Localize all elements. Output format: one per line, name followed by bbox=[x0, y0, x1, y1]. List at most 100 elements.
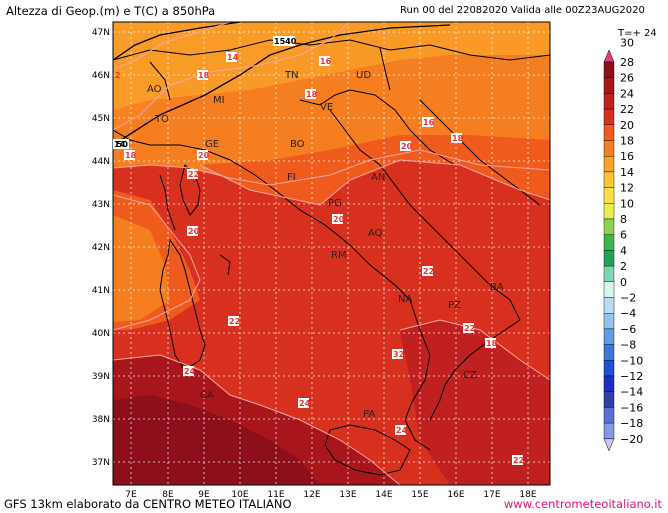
lon-tick: 14E bbox=[375, 490, 392, 500]
lat-tick: 44N bbox=[92, 157, 110, 167]
city-label: BA bbox=[490, 282, 504, 293]
legend-label: 8 bbox=[620, 213, 627, 226]
legend-swatch bbox=[603, 313, 615, 330]
lon-tick: 8E bbox=[162, 490, 174, 500]
temp-label: 18 bbox=[486, 339, 498, 348]
legend-label: −12 bbox=[620, 370, 643, 383]
temp-label: 20 bbox=[401, 142, 413, 151]
geopotential-contours bbox=[113, 22, 451, 146]
geop-label: 2 bbox=[115, 71, 121, 80]
legend-swatch bbox=[603, 344, 615, 361]
city-label: AQ bbox=[368, 228, 383, 239]
legend-label: 0 bbox=[620, 276, 627, 289]
city-label: PZ bbox=[448, 300, 461, 311]
legend-swatch bbox=[603, 155, 615, 173]
lon-tick: 9E bbox=[198, 490, 210, 500]
lon-tick: 12E bbox=[303, 490, 320, 500]
lat-tick: 40N bbox=[92, 329, 110, 339]
lat-tick: 39N bbox=[92, 372, 110, 382]
temp-label: 24 bbox=[396, 426, 408, 435]
legend-swatch bbox=[603, 360, 615, 377]
legend-swatch bbox=[603, 391, 615, 408]
temp-label: 22 bbox=[229, 317, 240, 326]
geop-contour-labels: 1540 1540 2 bbox=[113, 36, 297, 149]
temp-label: 22 bbox=[188, 170, 199, 179]
temp-label: 24 bbox=[299, 399, 311, 408]
legend-swatch bbox=[603, 203, 615, 220]
geop-label: 1540 bbox=[274, 37, 297, 46]
lat-tick: 37N bbox=[92, 458, 110, 468]
footer-website[interactable]: www.centrometeoitaliano.it bbox=[503, 497, 662, 511]
temp-label: 32 bbox=[393, 350, 404, 359]
legend-swatch bbox=[603, 61, 615, 78]
temp-label: 22 bbox=[464, 324, 475, 333]
lon-axis: 7E 8E 9E 10E 11E 12E 13E 14E 15E 16E 17E… bbox=[125, 490, 537, 500]
legend-label: 10 bbox=[620, 197, 634, 210]
lon-tick: 17E bbox=[483, 490, 500, 500]
temp-label: 18 bbox=[198, 71, 210, 80]
forecast-step: T=+ 24 bbox=[618, 28, 657, 39]
legend-label: −4 bbox=[620, 307, 636, 320]
city-label: NA bbox=[398, 294, 412, 305]
city-label: AN bbox=[371, 172, 385, 183]
temp-label: 20 bbox=[333, 215, 345, 224]
city-label: TO bbox=[154, 114, 169, 125]
city-label: CZ bbox=[463, 370, 477, 381]
legend-swatch bbox=[603, 171, 615, 188]
temperature-field bbox=[113, 22, 550, 485]
city-label: MI bbox=[213, 95, 225, 106]
temp-label: 24 bbox=[184, 367, 196, 376]
legend-label: 14 bbox=[620, 166, 634, 179]
lat-tick: 43N bbox=[92, 200, 110, 210]
temp-label: 14 bbox=[227, 53, 239, 62]
color-legend: 302826242220181614121086420−2−4−6−8−10−1… bbox=[603, 36, 643, 452]
legend-swatch bbox=[603, 218, 615, 235]
legend-swatch bbox=[603, 140, 615, 157]
lon-tick: 18E bbox=[519, 490, 536, 500]
temp-label: 18 bbox=[452, 134, 464, 143]
legend-label: 28 bbox=[620, 56, 634, 69]
temp-label: 16 bbox=[320, 57, 332, 66]
city-label: CA bbox=[200, 390, 214, 401]
legend-label: 16 bbox=[620, 150, 634, 163]
legend-arrow-top bbox=[603, 49, 615, 63]
legend-label: −2 bbox=[620, 292, 636, 305]
legend-label: 18 bbox=[620, 135, 634, 148]
legend-label: −18 bbox=[620, 417, 643, 430]
temp-label: 22 bbox=[423, 267, 434, 276]
city-labels: AO TO MI TN UD VE BO FI AN PG AQ RM NA B… bbox=[147, 70, 504, 420]
city-label: FI bbox=[287, 172, 296, 183]
legend-label: 2 bbox=[620, 260, 627, 273]
city-label: GE bbox=[205, 139, 219, 150]
lat-axis: 47N 46N 45N 44N 43N 42N 41N 40N 39N 38N … bbox=[92, 28, 110, 468]
legend-swatch bbox=[603, 328, 615, 345]
legend-label: −14 bbox=[620, 386, 643, 399]
temp-label: 16 bbox=[423, 118, 435, 127]
legend-label: 24 bbox=[620, 87, 634, 100]
legend-swatch bbox=[603, 124, 615, 141]
legend-swatch bbox=[603, 234, 615, 251]
legend-label: 22 bbox=[620, 103, 634, 116]
legend-arrow-bottom bbox=[603, 438, 615, 452]
legend-swatch bbox=[603, 265, 615, 283]
city-label: RM bbox=[331, 250, 347, 261]
city-label: VE bbox=[320, 102, 333, 113]
lat-tick: 45N bbox=[92, 114, 110, 124]
temp-label: 18 bbox=[125, 151, 137, 160]
city-label: AO bbox=[147, 84, 162, 95]
legend-swatch bbox=[603, 108, 615, 125]
city-label: TN bbox=[284, 70, 299, 81]
lat-tick: 38N bbox=[92, 415, 110, 425]
temperature-contours bbox=[113, 22, 550, 485]
lon-tick: 13E bbox=[339, 490, 356, 500]
lon-tick: 11E bbox=[267, 490, 284, 500]
city-label: PA bbox=[363, 409, 375, 420]
map-title: Altezza di Geop.(m) e T(C) a 850hPa bbox=[6, 4, 216, 18]
lon-tick: 7E bbox=[125, 490, 137, 500]
temp-label: 20 bbox=[198, 151, 210, 160]
legend-label: 26 bbox=[620, 72, 634, 85]
legend-swatch bbox=[603, 297, 615, 314]
city-label: BO bbox=[290, 139, 305, 150]
lon-tick: 10E bbox=[231, 490, 248, 500]
